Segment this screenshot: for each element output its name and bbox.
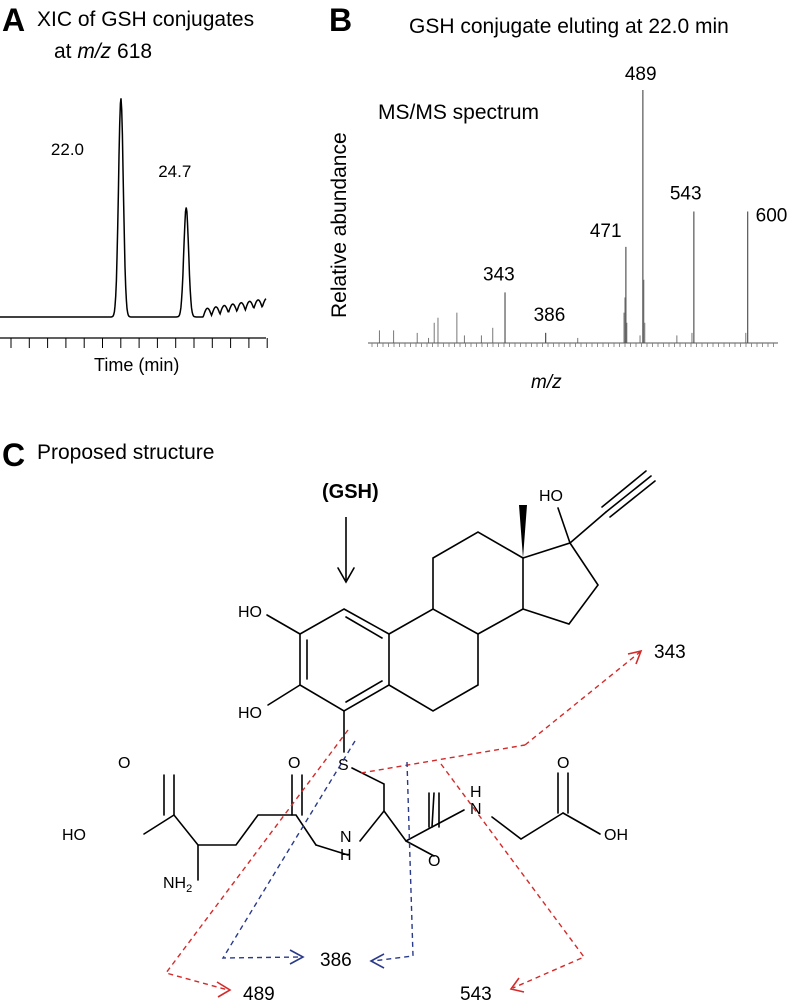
atom-o-amide2: O (428, 853, 440, 870)
xic-trace (0, 98, 267, 318)
atom-h-amide1: H (340, 847, 352, 864)
fragment-label-489: 489 (243, 984, 275, 1005)
ms-x-ticks (371, 343, 774, 347)
panel-b-letter: B (329, 2, 352, 38)
ms-inset-label: MS/MS spectrum (378, 101, 539, 124)
atom-n-amide2: N (470, 801, 482, 818)
fragmentation-lines (164, 651, 641, 991)
panel-c-title: Proposed structure (37, 441, 214, 464)
atom-sulfur: S (338, 757, 349, 774)
panel-a-title-line1: XIC of GSH conjugates (37, 8, 254, 31)
panel-b: B GSH conjugate eluting at 22.0 min MS/M… (328, 2, 787, 393)
xic-x-ticks (10, 338, 268, 348)
panel-a-title-line2: at m/z 618 (54, 40, 152, 63)
ms-peak-label-543: 543 (670, 183, 702, 204)
ms-spectrum-bars (378, 90, 749, 343)
xic-x-axis-label: Time (min) (94, 355, 179, 375)
atom-ho-c17: HO (539, 488, 563, 505)
panel-a-letter: A (2, 2, 25, 38)
atom-ho-c2: HO (238, 604, 262, 621)
ms-x-axis-label: m/z (531, 372, 562, 393)
fragment-label-543: 543 (460, 984, 492, 1005)
atom-ho-c3: HO (238, 705, 262, 722)
gsh-label: (GSH) (322, 481, 379, 503)
xic-peak-label: 24.7 (158, 162, 191, 181)
ms-peak-label-489: 489 (625, 64, 657, 85)
panel-c: C Proposed structure (GSH) (2, 437, 686, 1005)
ms-peak-label-343: 343 (483, 264, 515, 285)
atom-h-amide2: H (470, 784, 482, 801)
ms-peak-label-471: 471 (590, 221, 622, 242)
fragment-label-386: 386 (320, 950, 352, 971)
fragmentation-arrowheads (216, 649, 643, 998)
xic-trace-line (0, 98, 267, 318)
xic-peak-labels: 22.0 24.7 (51, 140, 191, 181)
atom-n-amide1: N (340, 829, 352, 846)
ms-peak-label-386: 386 (534, 305, 566, 326)
methyl-wedge (519, 505, 527, 558)
panel-a: A XIC of GSH conjugates at m/z 618 22.02… (0, 2, 268, 375)
ms-peak-labels: 343 386 471 489 543 600 (483, 64, 787, 326)
fragment-label-343: 343 (654, 642, 686, 663)
xic-peak-label: 22.0 (51, 140, 84, 159)
ms-peak-label-600: 600 (756, 205, 788, 226)
glutathione-structure (143, 767, 601, 881)
atom-oh-acid2: OH (604, 827, 628, 844)
gsh-arrow-head (337, 567, 355, 584)
atom-o-acid: O (118, 755, 130, 772)
atom-o-acid2: O (557, 755, 569, 772)
atom-nh2: NH2 (163, 875, 192, 895)
panel-c-letter: C (2, 437, 25, 473)
ms-y-axis-label: Relative abundance (328, 132, 351, 318)
atom-o-amide1: O (288, 755, 300, 772)
steroid-structure (266, 470, 656, 753)
atom-ho-acid: HO (62, 827, 86, 844)
panel-b-title: GSH conjugate eluting at 22.0 min (409, 15, 729, 38)
